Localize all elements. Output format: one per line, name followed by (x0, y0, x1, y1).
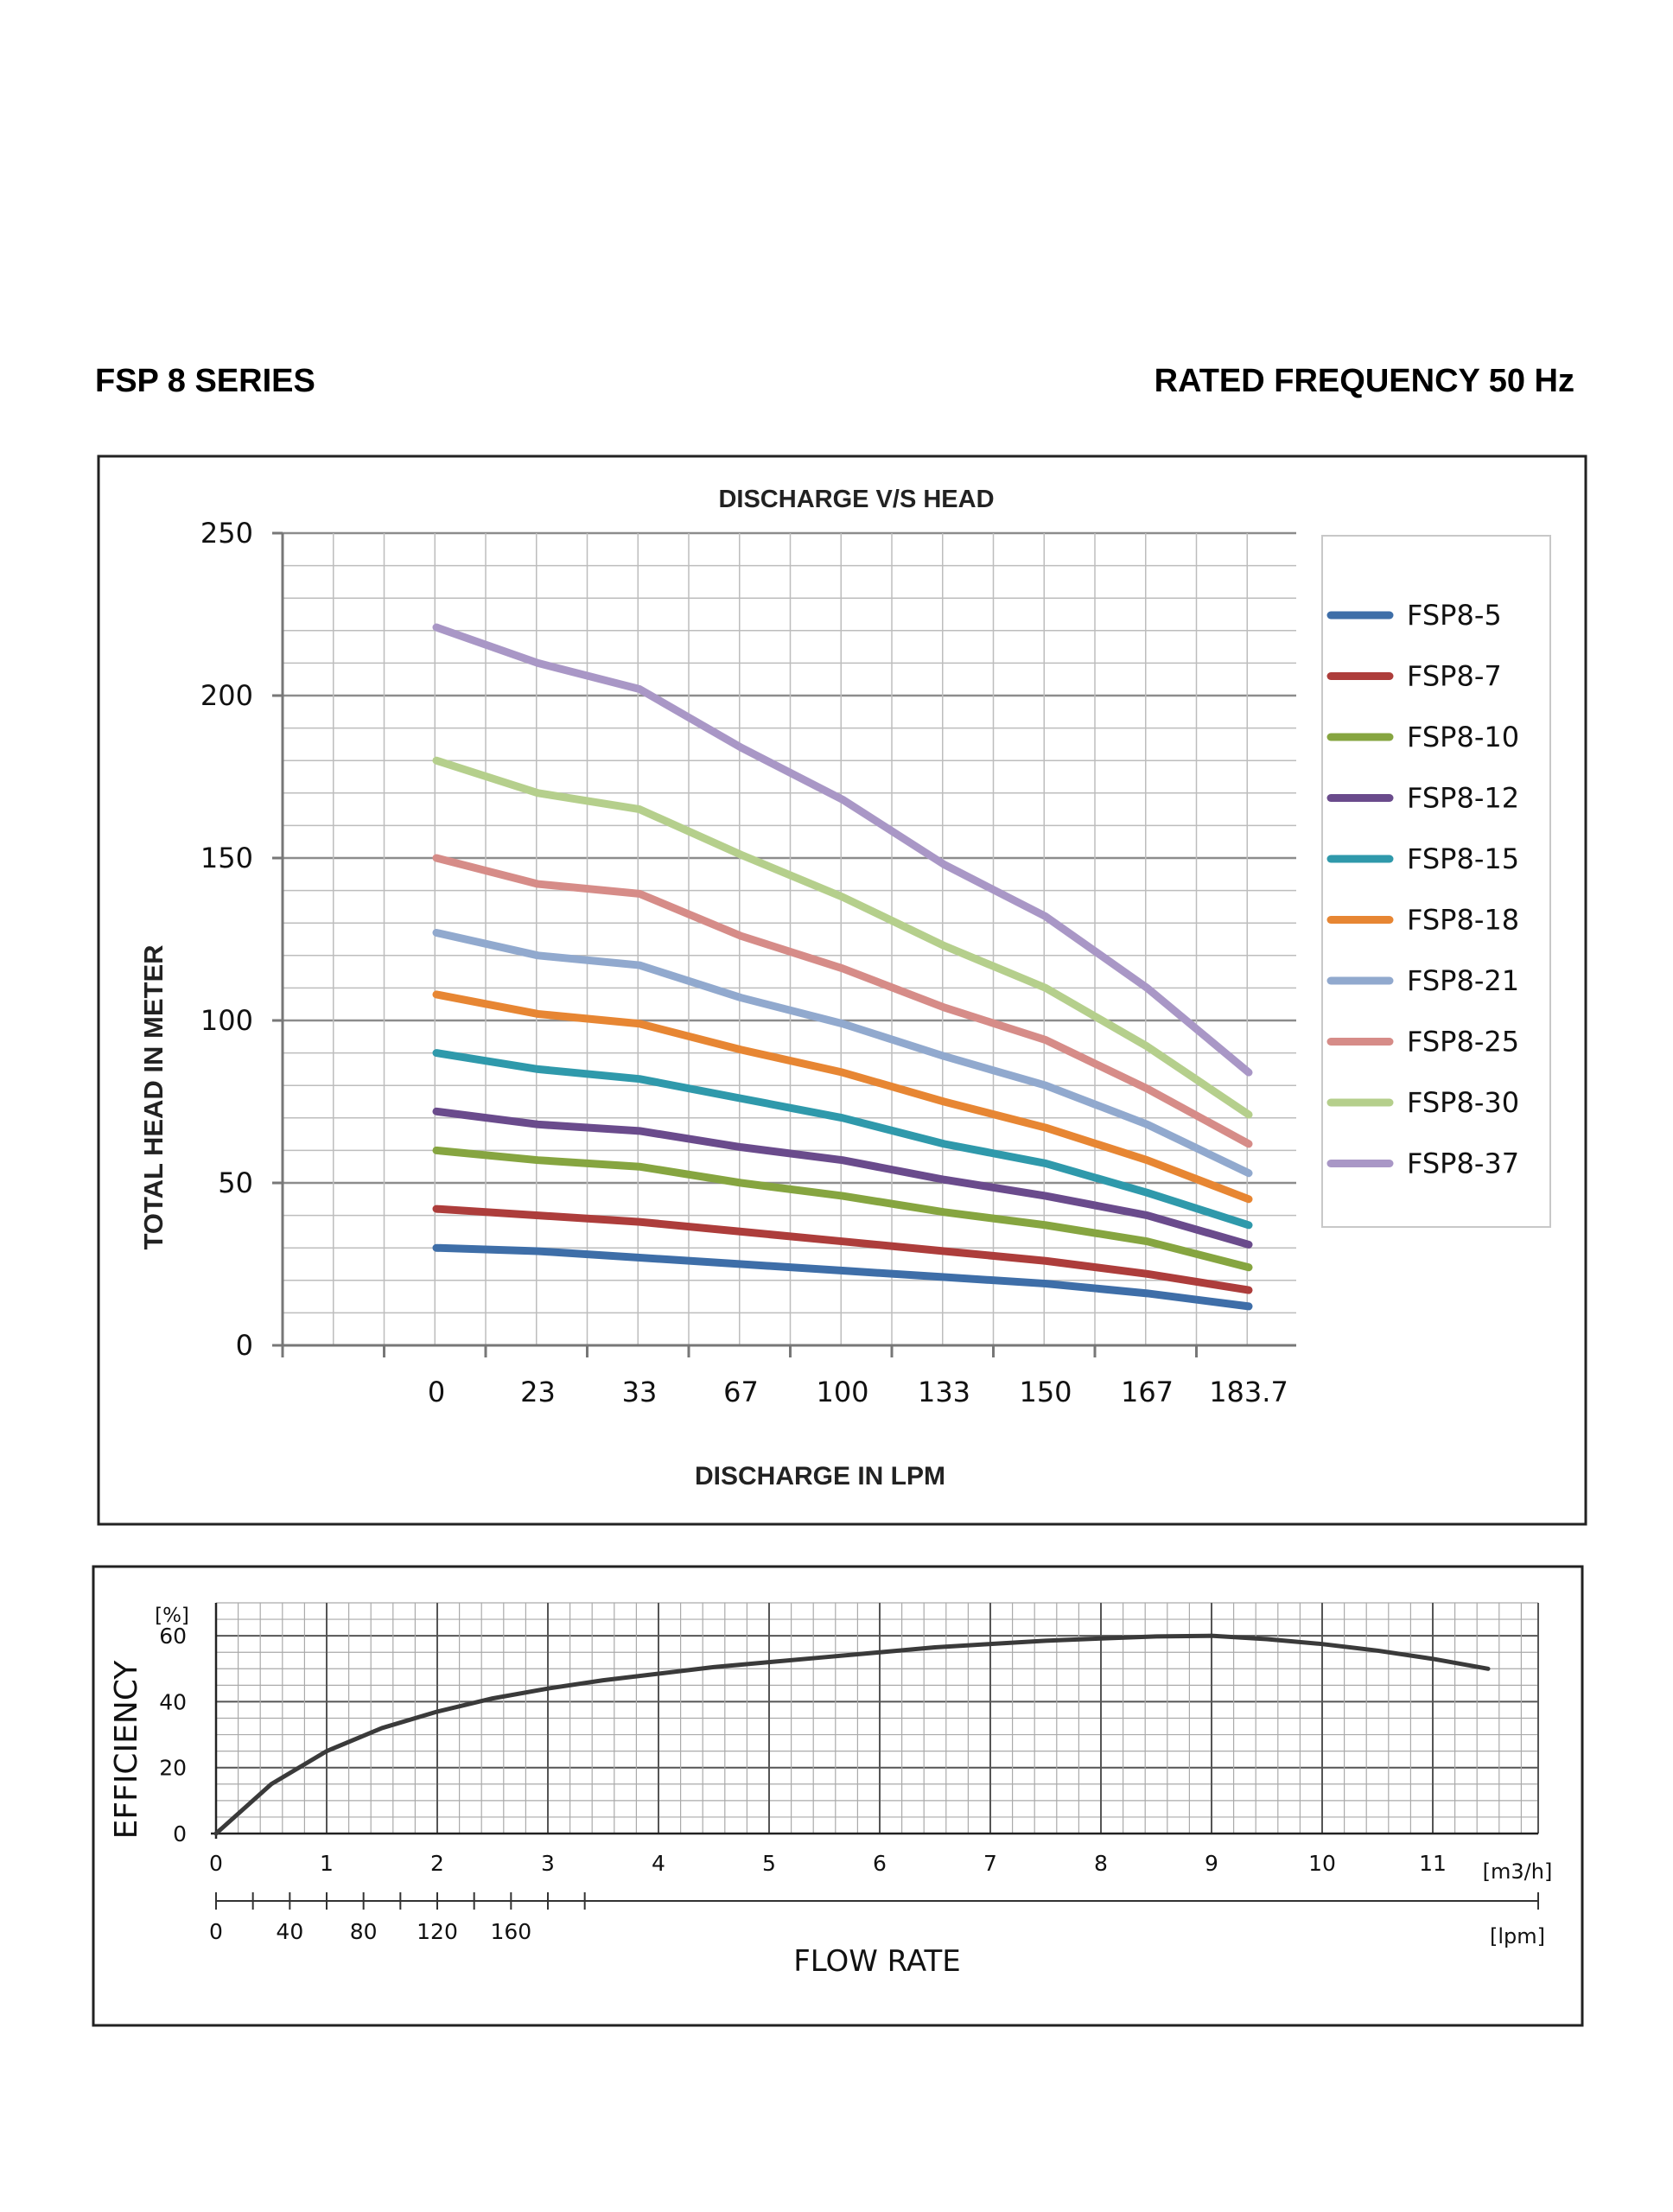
efficiency-x-tick-label: 1 (320, 1851, 334, 1876)
series-line-fsp8-25 (432, 854, 1253, 1148)
efficiency-chart-grid (211, 1602, 1539, 1839)
series-line-fsp8-10 (432, 1146, 1253, 1272)
y-tick-label: 150 (200, 842, 253, 874)
legend-label: FSP8-18 (1407, 904, 1519, 937)
y-tick-label: 200 (200, 679, 253, 712)
legend-label: FSP8-25 (1407, 1026, 1519, 1058)
rated-frequency: RATED FREQUENCY 50 Hz (1154, 363, 1574, 399)
legend-label: FSP8-7 (1407, 660, 1502, 693)
head-chart: DISCHARGE V/S HEAD 0 50 100 150 200 250 0 23 33… (97, 454, 1587, 1526)
efficiency-x-tick-label: 8 (1094, 1851, 1108, 1876)
series-line-fsp8-12 (432, 1107, 1253, 1249)
x-tick-label: 100 (816, 1376, 868, 1408)
efficiency-x-tick-label: 5 (762, 1851, 776, 1876)
y-tick-label: 50 (218, 1166, 253, 1199)
series-line-fsp8-21 (432, 928, 1253, 1178)
head-chart-title: DISCHARGE V/S HEAD (718, 486, 994, 513)
efficiency-x-unit-m3h: [m3/h] (1483, 1859, 1553, 1884)
series-line-fsp8-18 (432, 990, 1253, 1204)
head-chart-frame (97, 454, 1587, 1526)
efficiency-chart-lpm-ticks: 0 40 80 120 160 (209, 1892, 1539, 1944)
efficiency-chart-x-ticks: 0 1 2 3 4 5 6 7 8 9 10 11 (209, 1851, 1447, 1876)
efficiency-x-tick-label: 11 (1419, 1851, 1447, 1876)
efficiency-curve (213, 1633, 1491, 1836)
efficiency-x-unit-lpm: [lpm] (1490, 1924, 1545, 1948)
lpm-tick-label: 80 (350, 1919, 378, 1944)
efficiency-x-tick-label: 0 (209, 1851, 223, 1876)
efficiency-chart-y-ticks: 0 20 40 60 (159, 1624, 187, 1847)
head-chart-x-ticks: 0 23 33 67 100 133 150 167 183.7 (428, 1376, 1288, 1408)
series-line-fsp8-5 (432, 1243, 1253, 1311)
y-tick-label: 100 (200, 1004, 253, 1037)
efficiency-y-tick-label: 20 (159, 1756, 187, 1781)
efficiency-y-label: EFFICIENCY (109, 1660, 144, 1840)
legend-label: FSP8-10 (1407, 721, 1519, 753)
efficiency-x-tick-label: 2 (430, 1851, 444, 1876)
x-tick-label: 0 (428, 1376, 445, 1408)
efficiency-y-tick-label: 0 (173, 1821, 187, 1847)
legend-label: FSP8-5 (1407, 599, 1502, 632)
x-tick-label: 150 (1019, 1376, 1072, 1408)
efficiency-x-label: FLOW RATE (793, 1944, 961, 1979)
x-tick-label: 167 (1121, 1376, 1174, 1408)
head-chart-legend: FSP8-5 FSP8-7 FSP8-10 FSP8-12 FSP8-15 FSP8-18… (1326, 599, 1519, 1180)
legend-label: FSP8-12 (1407, 782, 1519, 815)
head-chart-x-label: DISCHARGE IN LPM (695, 1462, 945, 1491)
x-tick-label: 33 (622, 1376, 658, 1408)
head-chart-y-label: TOTAL HEAD IN METER (138, 944, 169, 1249)
series-line-fsp8-37 (432, 623, 1253, 1077)
efficiency-x-tick-label: 10 (1308, 1851, 1336, 1876)
head-chart-series (432, 623, 1253, 1311)
lpm-tick-label: 120 (417, 1919, 458, 1944)
x-tick-label: 183.7 (1209, 1376, 1288, 1408)
efficiency-chart-frame (92, 1565, 1584, 2027)
efficiency-x-tick-label: 9 (1205, 1851, 1218, 1876)
efficiency-chart: 0 20 40 60 0 1 2 3 4 5 6 7 8 9 10 11 0 40 80 120 160 [%] E… (92, 1565, 1584, 2027)
legend-label: FSP8-21 (1407, 964, 1519, 997)
series-line-fsp8-30 (432, 756, 1253, 1119)
x-tick-label: 23 (520, 1376, 556, 1408)
legend-label: FSP8-30 (1407, 1086, 1519, 1119)
legend-label: FSP8-37 (1407, 1147, 1519, 1180)
y-tick-label: 0 (236, 1329, 253, 1362)
x-tick-label: 67 (723, 1376, 759, 1408)
lpm-tick-label: 0 (209, 1919, 223, 1944)
head-chart-grid (282, 531, 1296, 1347)
lpm-tick-label: 160 (490, 1919, 531, 1944)
efficiency-y-tick-label: 40 (159, 1689, 187, 1714)
efficiency-y-tick-label: 60 (159, 1624, 187, 1649)
y-tick-label: 250 (200, 517, 253, 550)
efficiency-x-tick-label: 7 (983, 1851, 997, 1876)
efficiency-x-tick-label: 3 (541, 1851, 555, 1876)
efficiency-chart-series (213, 1633, 1491, 1836)
efficiency-x-tick-label: 4 (652, 1851, 665, 1876)
efficiency-x-tick-label: 6 (873, 1851, 887, 1876)
efficiency-y-unit: [%] (155, 1605, 189, 1627)
series-line-fsp8-15 (432, 1049, 1253, 1230)
head-chart-y-ticks: 0 50 100 150 200 250 (200, 517, 253, 1362)
series-line-fsp8-7 (432, 1205, 1253, 1294)
x-tick-label: 133 (918, 1376, 970, 1408)
series-title: FSP 8 SERIES (95, 363, 315, 399)
head-chart-legend-box (1321, 535, 1551, 1228)
head-chart-axes (272, 531, 1296, 1357)
lpm-tick-label: 40 (276, 1919, 303, 1944)
legend-label: FSP8-15 (1407, 842, 1519, 875)
